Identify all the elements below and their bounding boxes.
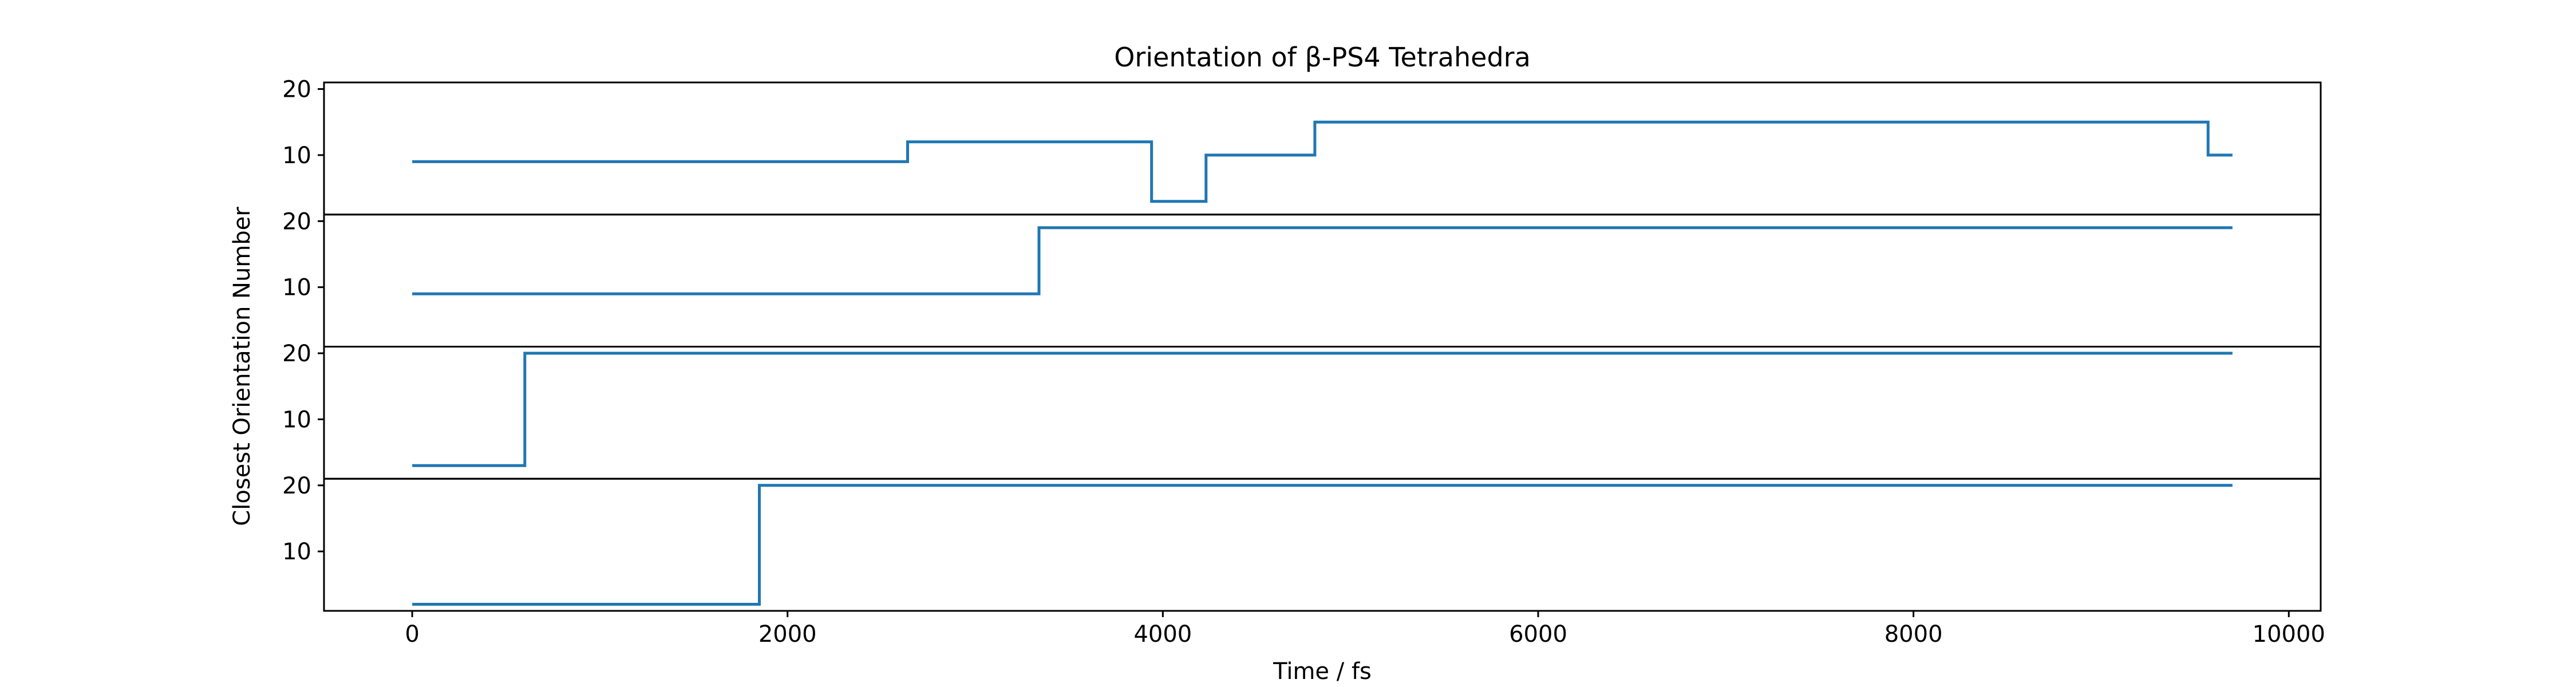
chart-title: Orientation of β-PS4 Tetrahedra	[1114, 42, 1531, 73]
panels-layer: 10 20 10 20 10 20 10 20	[282, 77, 2322, 612]
panel-3: 10 20	[282, 341, 2322, 480]
series-line	[412, 352, 2233, 467]
series-line	[412, 120, 2233, 203]
panel-frame	[323, 214, 2322, 348]
series-line	[412, 226, 2233, 295]
y-tick-label: 20	[282, 77, 311, 103]
panel-4: 10 20	[282, 473, 2322, 612]
series-line	[412, 484, 2233, 606]
y-tick-label: 10	[282, 143, 311, 169]
x-tick-label: 4000	[1133, 621, 1192, 647]
y-tick-label: 20	[282, 473, 311, 499]
y-tick-label: 10	[282, 406, 311, 433]
x-tick-label: 0	[405, 621, 419, 647]
panel-frame	[323, 346, 2322, 480]
y-tick-label: 20	[282, 341, 311, 367]
x-axis: 0 2000 4000 6000 8000 10000	[405, 611, 2325, 647]
x-tick-label: 2000	[758, 621, 817, 647]
x-tick-label: 6000	[1509, 621, 1567, 647]
x-axis-label: Time / fs	[1273, 658, 1372, 685]
y-tick-label: 10	[282, 275, 311, 301]
y-axis-label: Closest Orientation Number	[229, 207, 255, 526]
x-tick-label: 10000	[2253, 621, 2325, 647]
panel-frame	[323, 81, 2322, 216]
panel-2: 10 20	[282, 208, 2322, 348]
y-tick-label: 10	[282, 539, 311, 565]
panel-1: 10 20	[282, 77, 2322, 216]
x-tick-label: 8000	[1884, 621, 1943, 647]
y-tick-label: 20	[282, 208, 311, 235]
panel-frame	[323, 477, 2322, 612]
